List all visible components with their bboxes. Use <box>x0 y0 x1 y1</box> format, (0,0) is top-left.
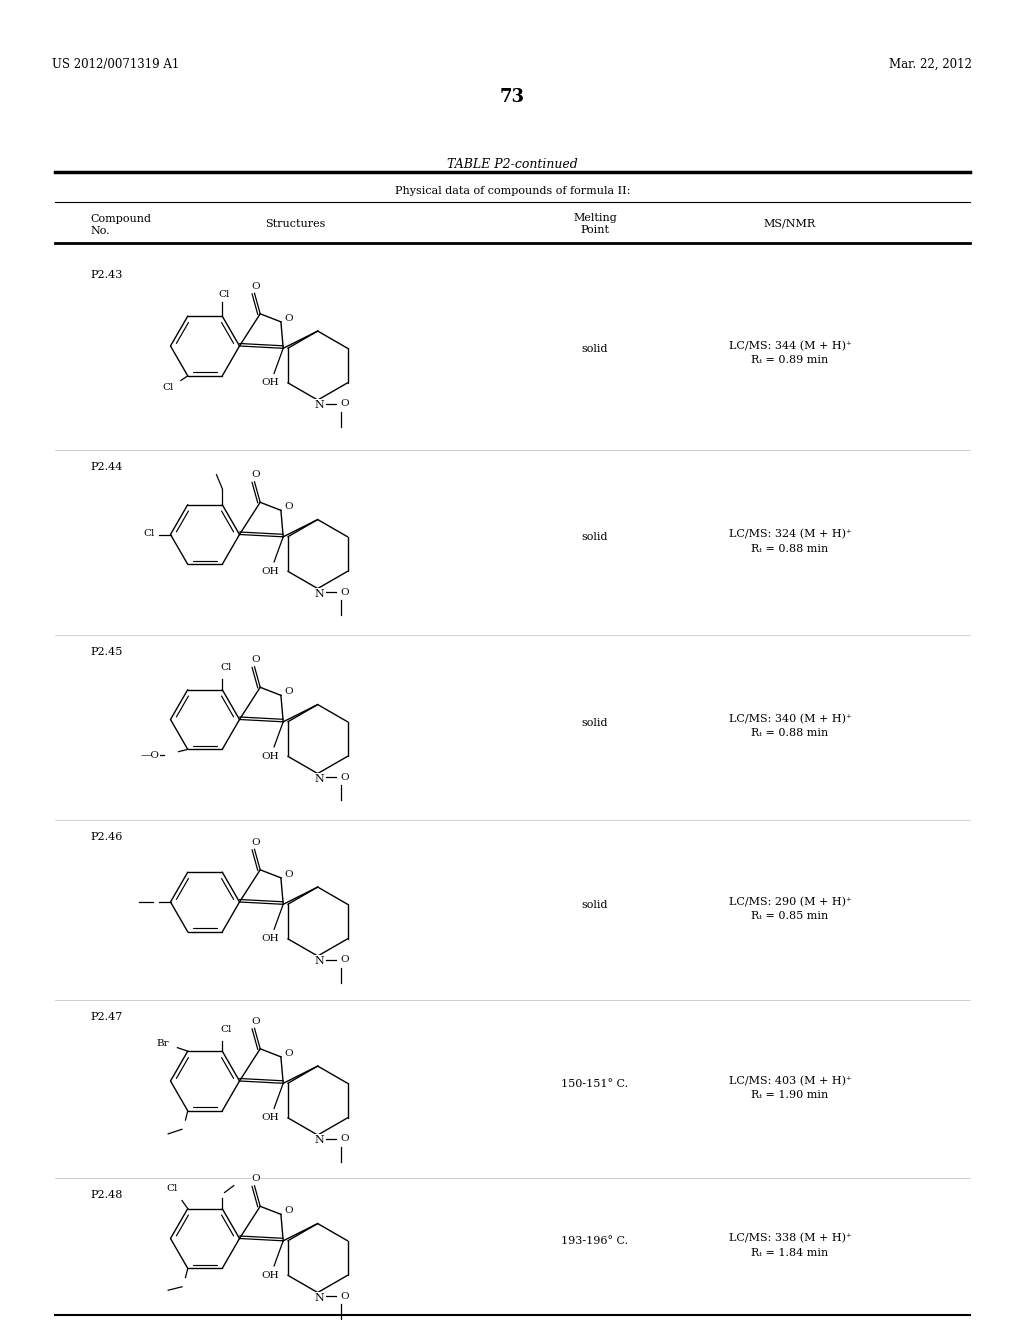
Text: OH: OH <box>262 752 280 760</box>
Text: Rₜ = 0.88 min: Rₜ = 0.88 min <box>752 729 828 738</box>
Text: Mar. 22, 2012: Mar. 22, 2012 <box>889 58 972 71</box>
Text: Cl: Cl <box>143 529 155 539</box>
Text: OH: OH <box>262 379 280 387</box>
Text: 150-151° C.: 150-151° C. <box>561 1078 629 1089</box>
Text: Melting: Melting <box>573 213 616 223</box>
Text: O: O <box>251 470 260 479</box>
Text: LC/MS: 344 (M + H)⁺: LC/MS: 344 (M + H)⁺ <box>729 341 851 351</box>
Text: O: O <box>285 1206 293 1216</box>
Text: O: O <box>251 1016 260 1026</box>
Text: O: O <box>285 870 293 879</box>
Text: Rₜ = 0.85 min: Rₜ = 0.85 min <box>752 911 828 921</box>
Text: O: O <box>340 956 349 965</box>
Text: O: O <box>285 503 293 511</box>
Text: O: O <box>251 281 260 290</box>
Text: O: O <box>251 655 260 664</box>
Text: Rₜ = 0.89 min: Rₜ = 0.89 min <box>752 355 828 366</box>
Text: Cl: Cl <box>218 290 230 298</box>
Text: LC/MS: 324 (M + H)⁺: LC/MS: 324 (M + H)⁺ <box>729 529 851 540</box>
Text: O: O <box>340 1292 349 1300</box>
Text: 193-196° C.: 193-196° C. <box>561 1237 629 1246</box>
Text: LC/MS: 338 (M + H)⁺: LC/MS: 338 (M + H)⁺ <box>729 1233 851 1243</box>
Text: O: O <box>285 314 293 323</box>
Text: N: N <box>314 589 325 598</box>
Text: N: N <box>314 774 325 784</box>
Text: O: O <box>285 1049 293 1057</box>
Text: P2.43: P2.43 <box>90 271 123 280</box>
Text: P2.47: P2.47 <box>90 1012 122 1022</box>
Text: 73: 73 <box>500 88 524 106</box>
Text: Rₜ = 1.90 min: Rₜ = 1.90 min <box>752 1090 828 1100</box>
Text: US 2012/0071319 A1: US 2012/0071319 A1 <box>52 58 179 71</box>
Text: Structures: Structures <box>265 219 326 228</box>
Text: O: O <box>251 1173 260 1183</box>
Text: O: O <box>340 587 349 597</box>
Text: solid: solid <box>582 900 608 909</box>
Text: solid: solid <box>582 345 608 354</box>
Text: N: N <box>314 400 325 411</box>
Text: Physical data of compounds of formula II:: Physical data of compounds of formula II… <box>395 186 630 195</box>
Text: solid: solid <box>582 532 608 543</box>
Text: Rₜ = 0.88 min: Rₜ = 0.88 min <box>752 544 828 553</box>
Text: P2.48: P2.48 <box>90 1191 123 1200</box>
Text: Cl: Cl <box>221 663 232 672</box>
Text: OH: OH <box>262 1113 280 1122</box>
Text: No.: No. <box>90 226 110 236</box>
Text: P2.45: P2.45 <box>90 647 123 657</box>
Text: solid: solid <box>582 718 608 727</box>
Text: Cl: Cl <box>167 1184 178 1193</box>
Text: Point: Point <box>581 224 609 235</box>
Text: LC/MS: 340 (M + H)⁺: LC/MS: 340 (M + H)⁺ <box>729 714 851 725</box>
Text: OH: OH <box>262 935 280 944</box>
Text: O: O <box>340 399 349 408</box>
Text: N: N <box>314 1135 325 1144</box>
Text: Compound: Compound <box>90 214 151 224</box>
Text: P2.46: P2.46 <box>90 832 123 842</box>
Text: MS/NMR: MS/NMR <box>764 219 816 228</box>
Text: Cl: Cl <box>221 1024 232 1034</box>
Text: O: O <box>340 1134 349 1143</box>
Text: O: O <box>251 838 260 846</box>
Text: TABLE P2-continued: TABLE P2-continued <box>447 158 578 172</box>
Text: N: N <box>314 956 325 966</box>
Text: LC/MS: 403 (M + H)⁺: LC/MS: 403 (M + H)⁺ <box>729 1076 851 1086</box>
Text: OH: OH <box>262 566 280 576</box>
Text: —O: —O <box>140 751 160 759</box>
Text: OH: OH <box>262 1271 280 1280</box>
Text: O: O <box>340 772 349 781</box>
Text: Rₜ = 1.84 min: Rₜ = 1.84 min <box>752 1247 828 1258</box>
Text: Br: Br <box>157 1039 169 1048</box>
Text: LC/MS: 290 (M + H)⁺: LC/MS: 290 (M + H)⁺ <box>729 896 851 907</box>
Text: Cl: Cl <box>162 383 173 392</box>
Text: O: O <box>285 688 293 697</box>
Text: N: N <box>314 1292 325 1303</box>
Text: P2.44: P2.44 <box>90 462 123 473</box>
